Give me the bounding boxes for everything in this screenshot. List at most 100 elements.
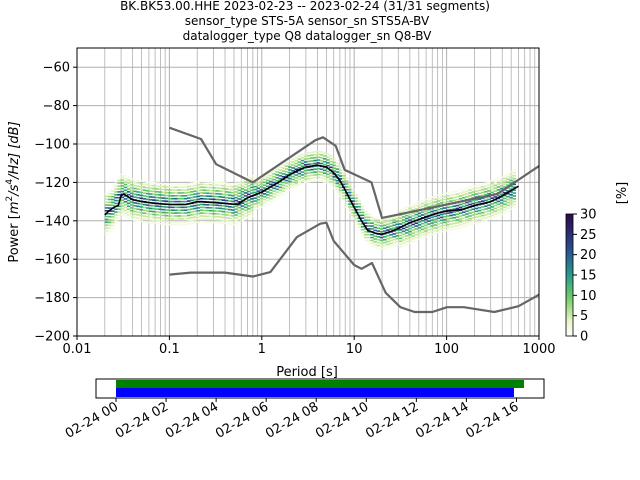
- density-cell: [367, 242, 371, 245]
- density-cell: [262, 204, 267, 207]
- density-cell: [465, 216, 469, 218]
- density-cell: [212, 192, 216, 195]
- density-cell: [414, 236, 419, 239]
- density-cell: [136, 188, 140, 190]
- density-cell: [487, 190, 491, 192]
- density-cell: [341, 172, 346, 174]
- density-cell: [269, 180, 273, 183]
- density-cell: [313, 151, 317, 153]
- density-cell: [297, 181, 302, 184]
- density-cell: [332, 161, 336, 164]
- density-cell: [253, 208, 257, 211]
- density-cell: [218, 187, 223, 190]
- density-cell: [316, 179, 321, 182]
- density-cell: [272, 196, 276, 198]
- density-cell: [180, 195, 185, 197]
- density-cell: [417, 212, 422, 215]
- density-cell: [234, 185, 238, 187]
- density-cell: [367, 233, 371, 236]
- density-cell: [123, 183, 128, 186]
- density-cell: [341, 180, 346, 183]
- density-cell: [506, 201, 510, 204]
- density-cell: [506, 178, 510, 181]
- density-cell: [243, 200, 248, 203]
- density-cell: [123, 200, 128, 203]
- density-cell: [114, 188, 118, 190]
- density-cell: [180, 206, 185, 209]
- density-cell: [240, 208, 245, 210]
- density-cell: [474, 213, 479, 216]
- density-cell: [202, 180, 207, 183]
- density-cell: [465, 204, 469, 207]
- density-cell: [284, 173, 289, 176]
- density-cell: [449, 217, 453, 220]
- density-cell: [183, 220, 188, 223]
- x-tick-label: 100: [434, 342, 459, 357]
- density-cell: [446, 197, 450, 200]
- density-cell: [199, 183, 204, 186]
- density-cell: [177, 209, 181, 212]
- density-cell: [177, 192, 181, 194]
- density-cell: [408, 233, 412, 236]
- density-cell: [509, 182, 513, 185]
- density-cell: [303, 161, 308, 163]
- density-cell: [480, 188, 485, 191]
- density-cell: [107, 224, 112, 227]
- density-cell: [266, 199, 270, 202]
- density-cell: [480, 217, 485, 220]
- density-cell: [439, 193, 444, 196]
- density-cell: [284, 188, 289, 190]
- density-cell: [509, 179, 513, 182]
- density-cell: [205, 180, 210, 183]
- density-cell: [139, 197, 144, 200]
- density-cell: [139, 203, 144, 205]
- density-cell: [218, 219, 223, 221]
- density-cell: [411, 238, 415, 240]
- density-cell: [196, 204, 200, 206]
- density-cell: [496, 203, 501, 206]
- density-cell: [224, 222, 229, 225]
- density-cell: [272, 190, 276, 192]
- density-cell: [310, 154, 314, 157]
- density-cell: [221, 213, 226, 216]
- density-cell: [284, 165, 289, 167]
- density-cell: [183, 189, 188, 191]
- density-cell: [243, 186, 248, 189]
- density-cell: [471, 199, 475, 202]
- density-cell: [209, 198, 213, 200]
- density-cell: [364, 222, 368, 224]
- density-cell: [452, 222, 456, 225]
- density-cell: [461, 217, 466, 219]
- density-cell: [430, 199, 434, 201]
- density-cell: [202, 203, 207, 206]
- density-cell: [107, 189, 112, 192]
- density-cell: [509, 191, 513, 193]
- density-cell: [310, 157, 314, 159]
- density-cell: [199, 203, 204, 206]
- density-cell: [427, 217, 431, 220]
- density-cell: [205, 212, 210, 215]
- timeline-frame: [95, 378, 545, 399]
- density-cell: [310, 180, 314, 182]
- density-cell: [398, 211, 403, 214]
- density-cell: [484, 188, 488, 190]
- density-cell: [417, 224, 422, 226]
- density-cell: [484, 190, 488, 193]
- density-cell: [496, 209, 501, 211]
- density-cell: [461, 205, 466, 208]
- density-cell: [275, 174, 279, 176]
- density-cell: [297, 172, 302, 175]
- density-cell: [142, 206, 147, 209]
- density-cell: [449, 223, 453, 225]
- density-cell: [193, 204, 197, 207]
- density-cell: [117, 214, 121, 216]
- density-cell: [335, 179, 340, 182]
- density-cell: [461, 211, 466, 214]
- y-tick-label: −100: [34, 138, 70, 153]
- density-cell: [228, 200, 232, 202]
- density-cell: [243, 212, 248, 214]
- density-cell: [262, 201, 267, 204]
- density-cell: [401, 242, 406, 244]
